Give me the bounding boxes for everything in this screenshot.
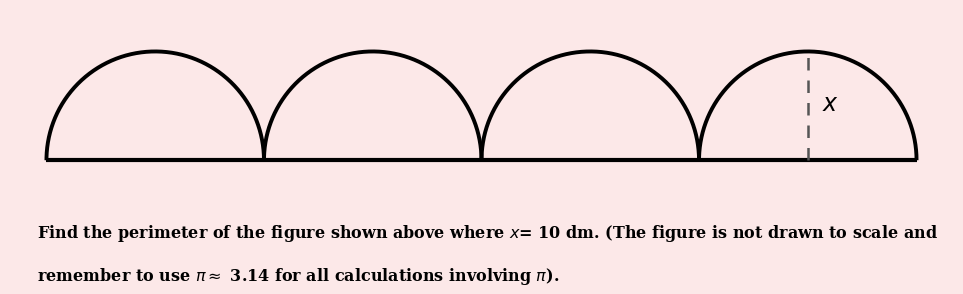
Text: Find the perimeter of the figure shown above where $x$= 10 dm. (The figure is no: Find the perimeter of the figure shown a… bbox=[37, 223, 938, 244]
Text: remember to use $\pi \approx$ 3.14 for all calculations involving $\pi$).: remember to use $\pi \approx$ 3.14 for a… bbox=[37, 266, 559, 287]
Text: $x$: $x$ bbox=[822, 92, 839, 116]
